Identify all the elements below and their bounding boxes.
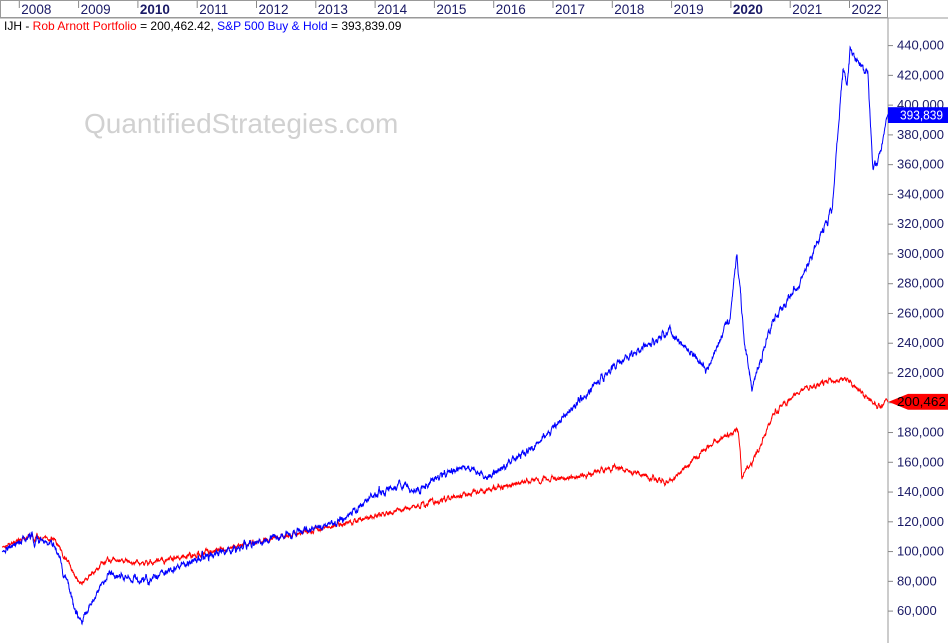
svg-text:320,000: 320,000 (897, 216, 944, 231)
svg-text:2010: 2010 (140, 2, 170, 17)
svg-text:100,000: 100,000 (897, 544, 944, 559)
svg-text:2018: 2018 (614, 2, 644, 17)
svg-text:60,000: 60,000 (897, 603, 937, 618)
svg-text:360,000: 360,000 (897, 157, 944, 172)
svg-text:2020: 2020 (733, 2, 763, 17)
svg-text:2013: 2013 (318, 2, 348, 17)
svg-text:380,000: 380,000 (897, 127, 944, 142)
svg-text:2016: 2016 (496, 2, 526, 17)
svg-text:2009: 2009 (81, 2, 111, 17)
svg-text:280,000: 280,000 (897, 276, 944, 291)
svg-text:180,000: 180,000 (897, 425, 944, 440)
svg-text:2012: 2012 (259, 2, 289, 17)
svg-text:2019: 2019 (674, 2, 704, 17)
svg-text:120,000: 120,000 (897, 514, 944, 529)
svg-text:160,000: 160,000 (897, 454, 944, 469)
svg-text:2008: 2008 (21, 2, 51, 17)
svg-text:260,000: 260,000 (897, 305, 944, 320)
svg-text:220,000: 220,000 (897, 365, 944, 380)
svg-text:420,000: 420,000 (897, 67, 944, 82)
svg-text:2017: 2017 (555, 2, 585, 17)
svg-text:140,000: 140,000 (897, 484, 944, 499)
svg-text:2015: 2015 (436, 2, 466, 17)
svg-text:393,839: 393,839 (900, 108, 943, 122)
svg-text:340,000: 340,000 (897, 186, 944, 201)
svg-text:2022: 2022 (852, 2, 882, 17)
svg-text:440,000: 440,000 (897, 38, 944, 53)
svg-text:200,462: 200,462 (897, 395, 946, 409)
svg-text:80,000: 80,000 (897, 573, 937, 588)
svg-text:240,000: 240,000 (897, 335, 944, 350)
svg-text:2011: 2011 (199, 2, 228, 17)
svg-text:2014: 2014 (377, 2, 408, 17)
svg-text:2021: 2021 (792, 2, 822, 17)
svg-text:300,000: 300,000 (897, 246, 944, 261)
